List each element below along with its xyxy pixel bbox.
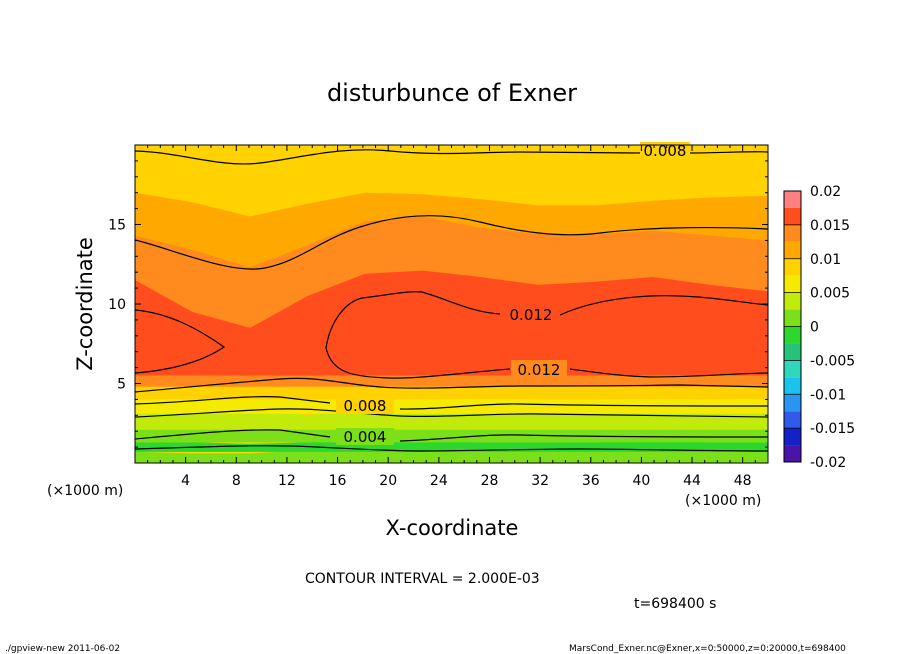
x-tick-labels: 4 8 12 16 20 24 28 32 36 40 44 48: [181, 473, 751, 489]
x-tick-label: 4: [181, 473, 190, 489]
contour-line-012-right: [559, 295, 769, 378]
z-tick-labels: 5 10 15: [108, 218, 126, 393]
colorbar-cell: [784, 326, 801, 344]
colorbar-labels: 0.02 0.015 0.01 0.005 0 -0.005 -0.01 -0.015 -0.0…: [810, 184, 855, 471]
contour-line-006: [134, 408, 769, 418]
colorbar-cell: [784, 275, 801, 293]
contour-line-010: [134, 377, 769, 393]
x-tick-label: 12: [278, 473, 296, 489]
colorbar-label: 0.02: [810, 184, 841, 200]
contour-label: 0.012: [510, 306, 553, 324]
contour-line-002: [134, 445, 769, 452]
y-axis-title: Z-coordinate: [73, 237, 97, 371]
contour-interval: CONTOUR INTERVAL = 2.000E-03: [305, 571, 540, 587]
x-tick-label: 16: [329, 473, 347, 489]
colorbar-cell: [784, 411, 801, 429]
colorbar-label: -0.01: [810, 387, 846, 403]
x-tick-label: 48: [734, 473, 752, 489]
colorbar-label: 0.015: [810, 218, 850, 234]
contour-cores: [135, 304, 768, 373]
colorbar-cell: [784, 309, 801, 327]
axis-ticks: [135, 145, 768, 463]
colorbar-frame: [783, 190, 802, 463]
colorbar-cell: [784, 445, 801, 462]
x-tick-label: 20: [379, 473, 397, 489]
contour-line-008: [134, 396, 769, 410]
footer-right: MarsCond_Exner.nc@Exner,x=0:50000,z=0:20…: [569, 644, 846, 654]
colorbar-cell: [784, 191, 801, 208]
chart-title: disturbunce of Exner: [327, 79, 577, 107]
plot-area: 0.008 0.012 0.012 0.008 0.004: [134, 142, 769, 464]
x-axis-title: X-coordinate: [386, 516, 519, 540]
z-tick-label: 5: [117, 377, 126, 393]
contour-band: [135, 389, 768, 414]
contour-band: [135, 448, 768, 463]
z-tick-label: 15: [108, 218, 126, 234]
colorbar-label: -0.015: [810, 421, 855, 437]
contour-line-004: [134, 429, 769, 442]
footer-left: ./gpview-new 2011-06-02: [5, 644, 120, 654]
contour-core: [580, 305, 768, 373]
colorbar-label: 0.01: [810, 252, 841, 268]
x-tick-label: 40: [632, 473, 650, 489]
colorbar: [784, 190, 801, 463]
colorbar-label: -0.005: [810, 353, 855, 369]
x-unit-left: (×1000 m): [47, 483, 123, 499]
colorbar-cell: [784, 360, 801, 378]
contour-core: [337, 304, 477, 371]
x-tick-label: 36: [582, 473, 600, 489]
z-tick-label: 10: [108, 297, 126, 313]
contour-label: 0.012: [518, 361, 561, 379]
colorbar-cell: [784, 207, 801, 225]
contour-band: [135, 374, 768, 400]
contour-core: [135, 315, 227, 373]
colorbar-cell: [784, 343, 801, 361]
contour-label: 0.008: [344, 397, 387, 415]
time-label: t=698400 s: [634, 596, 716, 612]
contour-line-012-middle: [325, 291, 511, 379]
colorbar-cell: [784, 224, 801, 242]
contour-label: 0.004: [344, 428, 387, 446]
colorbar-label: 0: [810, 320, 819, 336]
x-tick-label: 28: [481, 473, 499, 489]
x-tick-label: 32: [531, 473, 549, 489]
colorbar-label: 0.005: [810, 286, 850, 302]
x-unit-right: (×1000 m): [685, 493, 761, 509]
x-tick-label: 44: [683, 473, 701, 489]
colorbar-cell: [784, 428, 801, 446]
colorbar-cell: [784, 258, 801, 276]
colorbar-cell: [784, 394, 801, 412]
contour-labels: 0.008 0.012 0.012 0.008 0.004: [336, 142, 690, 446]
colorbar-cell: [784, 377, 801, 395]
colorbar-cell: [784, 241, 801, 259]
colorbar-cell: [784, 292, 801, 310]
contour-line-012-left: [134, 309, 226, 374]
contour-line-upper: [134, 215, 769, 270]
colorbar-label: -0.02: [810, 455, 846, 471]
x-tick-label: 8: [232, 473, 241, 489]
x-tick-label: 24: [430, 473, 448, 489]
